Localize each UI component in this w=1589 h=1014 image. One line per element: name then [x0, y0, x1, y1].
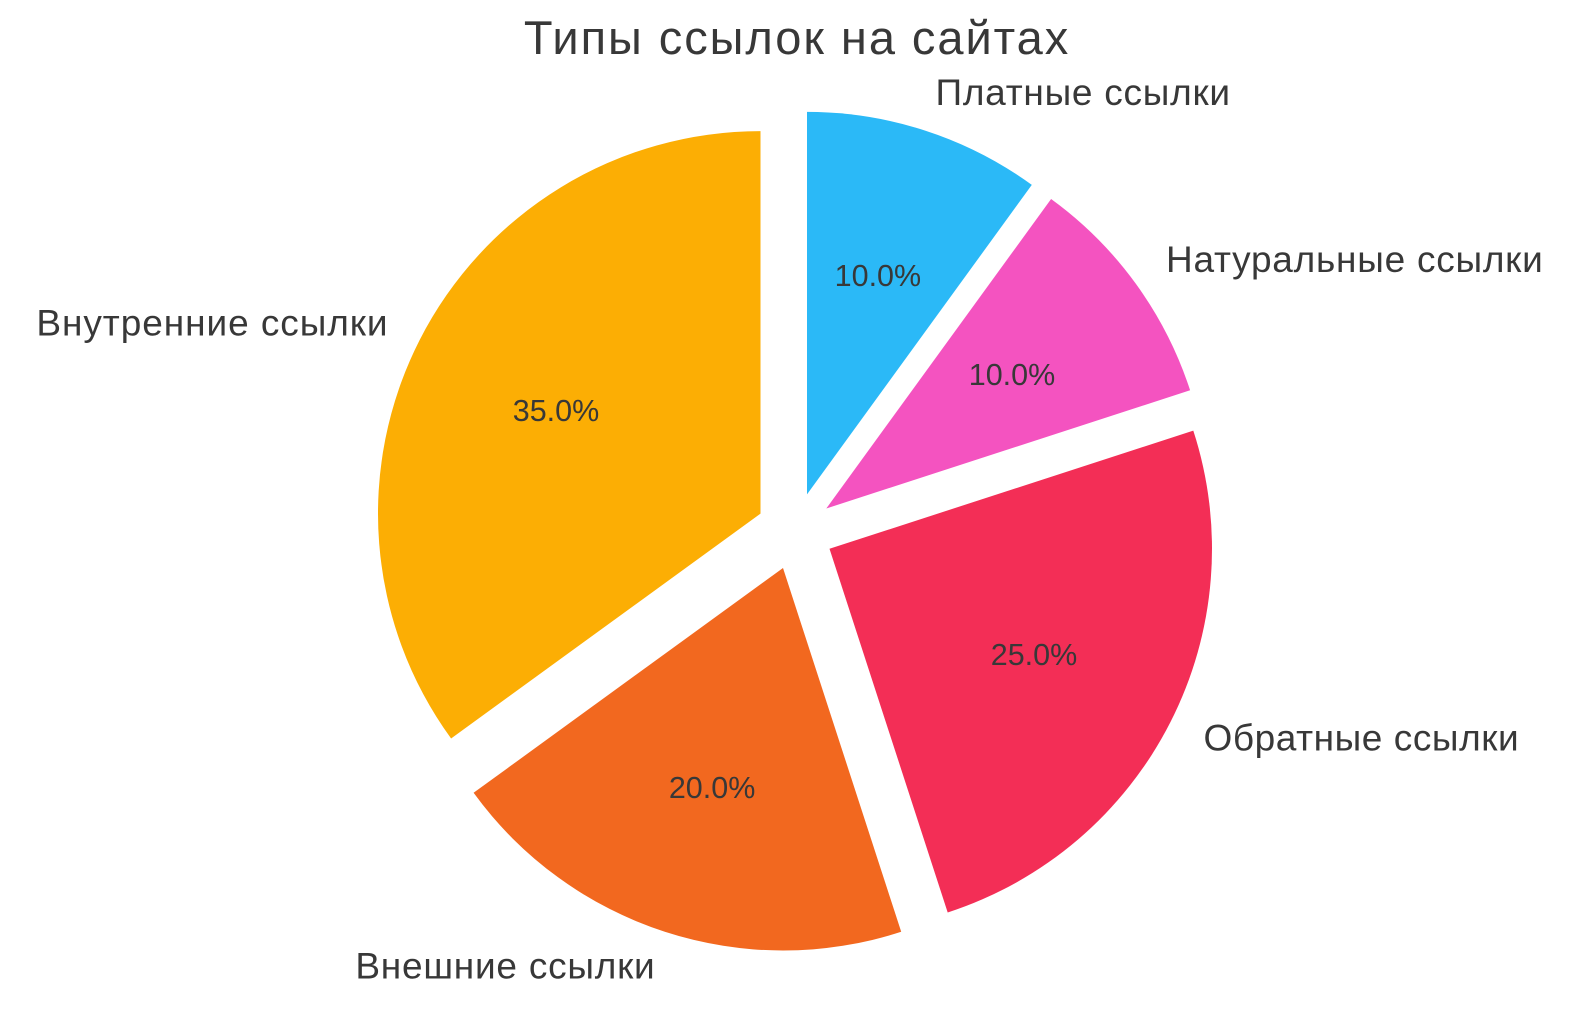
svg-text:25.0%: 25.0%	[991, 638, 1077, 672]
svg-text:10.0%: 10.0%	[969, 358, 1055, 392]
svg-text:Внутренние ссылки: Внутренние ссылки	[36, 303, 388, 344]
svg-text:Обратные ссылки: Обратные ссылки	[1204, 718, 1520, 759]
svg-text:35.0%: 35.0%	[513, 394, 599, 428]
svg-text:Натуральные ссылки: Натуральные ссылки	[1166, 239, 1544, 280]
svg-text:10.0%: 10.0%	[835, 259, 921, 293]
svg-text:Внешние ссылки: Внешние ссылки	[355, 946, 655, 987]
svg-text:Платные ссылки: Платные ссылки	[936, 72, 1231, 113]
svg-text:Типы ссылок на сайтах: Типы ссылок на сайтах	[524, 11, 1070, 64]
svg-text:20.0%: 20.0%	[669, 771, 755, 805]
